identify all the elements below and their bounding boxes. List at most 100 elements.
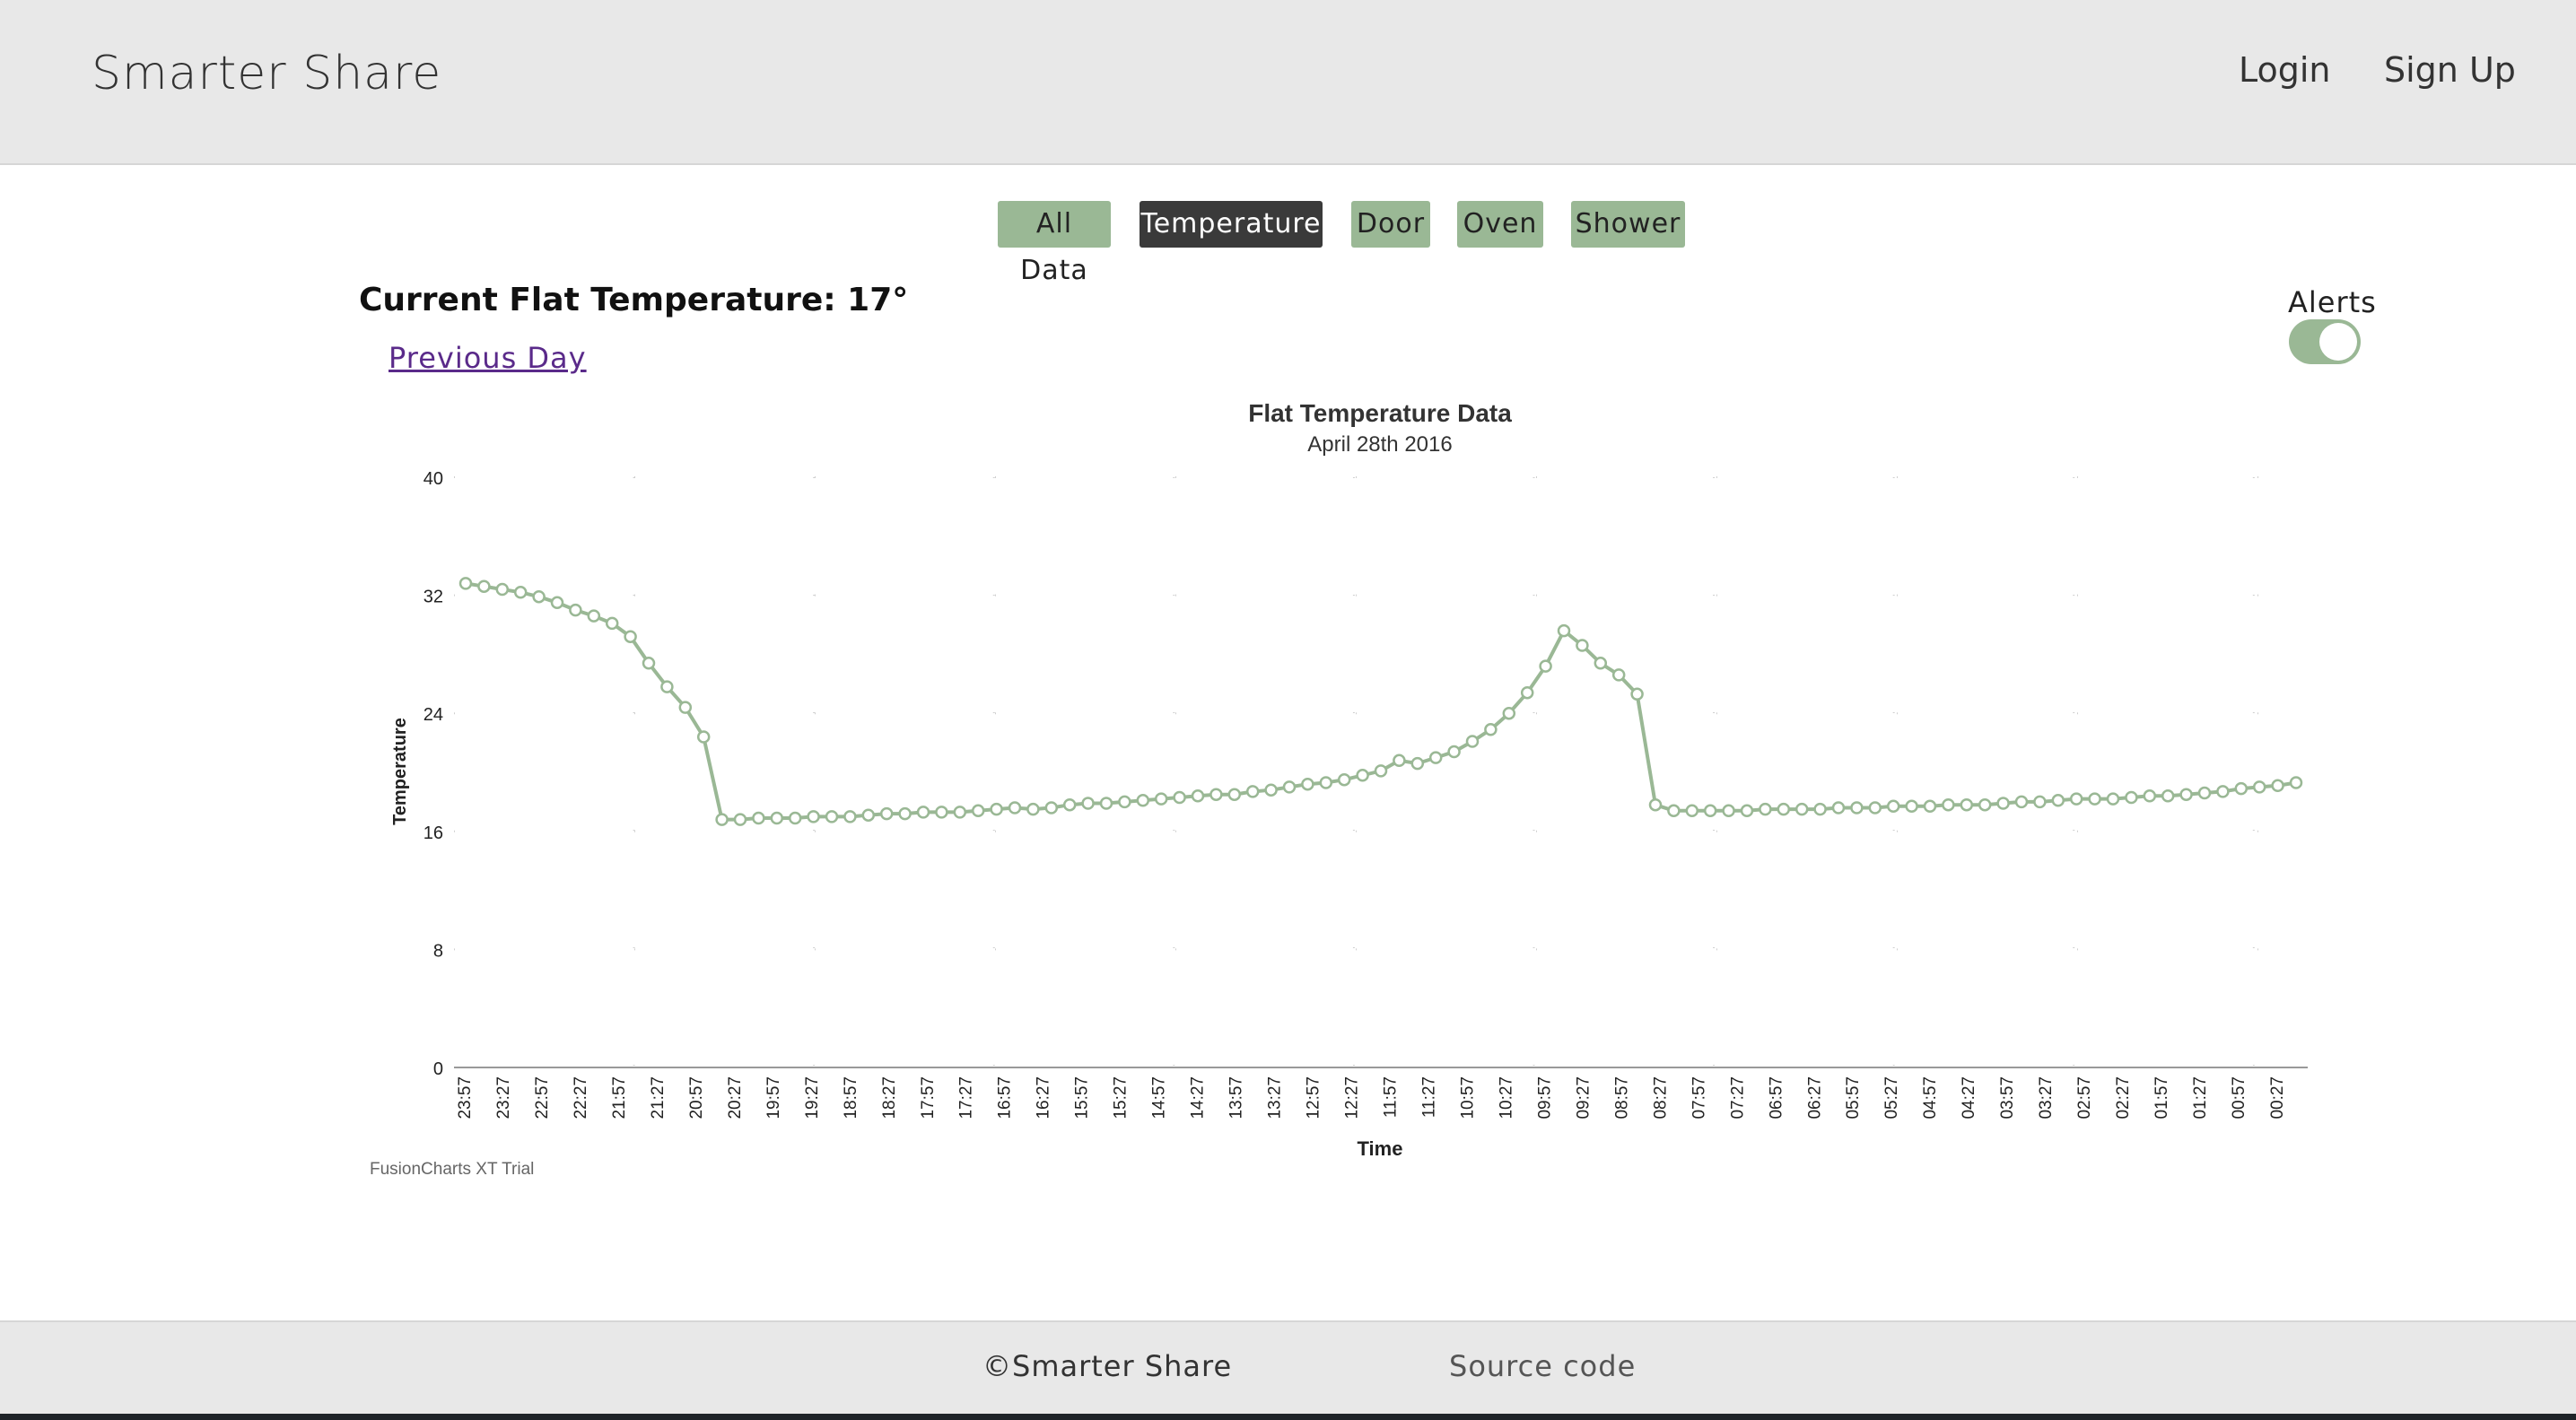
source-code-link[interactable]: Source code — [1449, 1349, 1637, 1383]
data-point — [458, 577, 473, 590]
data-point — [2125, 790, 2138, 805]
data-point — [1794, 802, 1809, 816]
x-tick-label: 11:27 — [1419, 1076, 1438, 1118]
data-point — [2033, 795, 2047, 809]
site-footer: ©Smarter Share Source code — [0, 1320, 2576, 1417]
x-tick-label: 20:57 — [687, 1076, 706, 1119]
data-point — [2088, 792, 2101, 806]
x-tick-label: 17:27 — [957, 1076, 976, 1119]
temperature-series-line — [465, 581, 2297, 822]
data-point — [1209, 788, 1223, 801]
x-tick-label: 15:27 — [1112, 1076, 1131, 1119]
data-point — [1227, 788, 1242, 801]
data-point — [1356, 769, 1369, 782]
login-link[interactable]: Login — [2239, 50, 2331, 90]
data-point — [1576, 639, 1589, 652]
x-tick-label: 00:57 — [2230, 1076, 2249, 1119]
alerts-toggle[interactable] — [2289, 319, 2361, 364]
data-point — [1502, 706, 1516, 720]
y-tick-label: 0 — [433, 1059, 443, 1079]
data-point — [1319, 776, 1333, 789]
data-point — [1740, 804, 1754, 818]
data-point — [1594, 657, 1608, 670]
y-tick-label: 8 — [433, 941, 443, 961]
data-point — [1520, 685, 1534, 700]
alerts-label: Alerts — [2288, 285, 2377, 319]
data-point — [660, 680, 674, 693]
x-tick-label: 21:27 — [649, 1076, 668, 1119]
background-strip — [0, 1414, 2576, 1420]
data-point — [513, 586, 528, 599]
data-point — [587, 609, 601, 623]
data-point — [1759, 802, 1772, 816]
data-point — [1428, 751, 1443, 764]
tab-door[interactable]: Door — [1351, 201, 1430, 248]
x-tick-label: 23:57 — [456, 1076, 475, 1119]
data-point — [2051, 794, 2065, 807]
data-point — [1173, 790, 1186, 805]
x-tick-label: 02:27 — [2114, 1076, 2133, 1119]
data-point — [1245, 785, 1260, 798]
x-tick-label: 22:27 — [572, 1076, 590, 1119]
data-point — [843, 810, 857, 823]
data-point — [1996, 797, 2010, 810]
data-point — [1923, 799, 1937, 814]
data-point — [1062, 797, 1077, 812]
x-tick-label: 09:57 — [1535, 1076, 1554, 1119]
tab-temperature[interactable]: Temperature — [1140, 201, 1323, 248]
data-point — [715, 813, 729, 826]
tab-oven[interactable]: Oven — [1457, 201, 1543, 248]
data-point — [1703, 804, 1717, 818]
data-point — [1465, 735, 1480, 748]
data-point — [1393, 754, 1406, 768]
data-point — [935, 806, 948, 819]
y-tick-label: 32 — [424, 588, 443, 607]
data-point — [1630, 687, 1644, 701]
data-point — [752, 811, 765, 825]
data-point — [678, 701, 693, 714]
data-point — [1539, 659, 1552, 673]
data-point — [861, 808, 876, 822]
x-tick-label: 04:57 — [1921, 1076, 1940, 1119]
x-tick-label: 02:57 — [2075, 1076, 2094, 1119]
x-tick-label: 07:57 — [1690, 1076, 1708, 1119]
data-point — [971, 804, 985, 818]
data-point — [1337, 772, 1351, 787]
chart-subtitle: April 28th 2016 — [1307, 432, 1452, 457]
data-point — [569, 603, 582, 617]
x-tick-label: 07:27 — [1728, 1076, 1747, 1119]
data-point — [733, 813, 747, 826]
data-point — [1667, 804, 1681, 818]
data-point — [1850, 801, 1864, 815]
previous-day-link[interactable]: Previous Day — [389, 341, 587, 375]
data-point — [642, 657, 656, 670]
x-tick-label: 16:57 — [996, 1076, 1015, 1119]
x-tick-label: 12:57 — [1305, 1076, 1323, 1119]
x-tick-label: 15:57 — [1073, 1076, 1092, 1119]
data-point — [2197, 786, 2212, 800]
data-point — [1557, 623, 1571, 638]
data-point — [2069, 792, 2083, 806]
data-point — [1685, 804, 1699, 818]
data-point — [916, 806, 930, 819]
data-point — [1410, 756, 1425, 771]
x-tick-label: 03:57 — [1998, 1076, 2017, 1119]
x-tick-label: 22:57 — [533, 1076, 552, 1119]
x-tick-label: 19:57 — [764, 1076, 783, 1119]
x-tick-label: 21:57 — [610, 1076, 629, 1119]
data-point — [1886, 799, 1900, 814]
data-point — [807, 810, 820, 823]
current-temperature: Current Flat Temperature: 17° — [359, 282, 909, 318]
tab-all-data[interactable]: All Data — [998, 201, 1111, 286]
brand-logo[interactable]: Smarter Share — [92, 47, 442, 100]
x-tick-label: 23:27 — [494, 1076, 513, 1119]
toggle-knob — [2319, 323, 2357, 361]
x-tick-label: 05:27 — [1882, 1076, 1901, 1119]
y-axis-title: Temperature — [390, 718, 410, 825]
data-point — [2014, 795, 2029, 809]
data-point — [1813, 802, 1827, 816]
x-axis-title: Time — [1358, 1137, 1403, 1160]
data-point — [2271, 779, 2284, 793]
tab-shower[interactable]: Shower — [1571, 201, 1685, 248]
signup-link[interactable]: Sign Up — [2384, 50, 2516, 90]
